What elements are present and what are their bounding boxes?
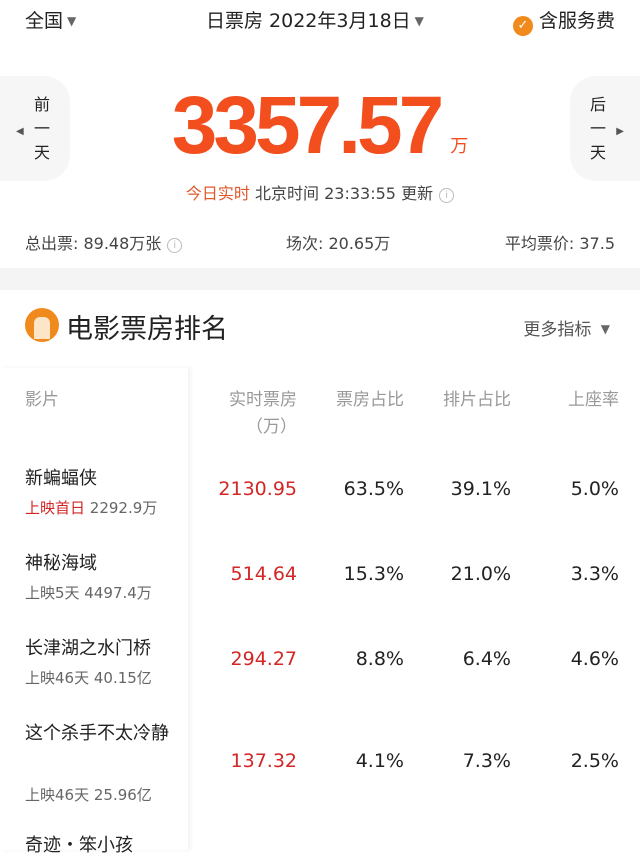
section-title: 电影票房排名 <box>66 314 228 345</box>
occupancy: 4.6% <box>570 648 619 670</box>
film-name[interactable]: 这个杀手不太冷静 <box>25 723 169 744</box>
col-occupancy[interactable]: 上座率 <box>568 390 619 410</box>
region-selector[interactable]: 全国 ▼ <box>25 10 77 32</box>
cinema-icon <box>25 308 59 342</box>
occupancy: 5.0% <box>570 478 619 500</box>
col-realtime[interactable]: 实时票房 （万） <box>229 390 297 437</box>
more-metrics-dropdown[interactable]: 更多指标 ▼ <box>523 320 610 340</box>
film-release-info: 上映5天 4497.4万 <box>25 584 152 602</box>
film-column <box>0 368 188 850</box>
service-fee-toggle[interactable]: ✓ 含服务费 <box>512 6 615 36</box>
avg-price: 平均票价: 37.5 <box>504 234 615 253</box>
check-icon: ✓ <box>512 16 533 36</box>
show-share: 21.0% <box>450 563 511 585</box>
update-status: 今日实时 北京时间 23:33:55 更新 i <box>0 180 640 204</box>
box-office-total: 3357.57 <box>171 80 444 171</box>
film-release-info: 上映46天 40.15亿 <box>25 669 152 687</box>
arrow-left-icon: ◀ <box>16 126 24 137</box>
show-share: 7.3% <box>462 750 511 772</box>
occupancy: 3.3% <box>570 563 619 585</box>
box-office-share: 63.5% <box>343 478 404 500</box>
col-bo-share[interactable]: 票房占比 <box>336 390 404 410</box>
date-selector[interactable]: 日票房 2022年3月18日 ▼ <box>206 10 424 32</box>
prev-day-button[interactable]: ◀ 前一天 <box>0 76 70 181</box>
col-show-share[interactable]: 排片占比 <box>443 390 511 410</box>
box-office-share: 15.3% <box>343 563 404 585</box>
film-release-info: 上映46天 25.96亿 <box>25 786 152 804</box>
info-icon[interactable]: i <box>439 188 455 203</box>
film-name[interactable]: 长津湖之水门桥 <box>25 638 151 659</box>
box-office-display: 3357.57 万 <box>80 80 560 172</box>
arrow-right-icon: ▶ <box>616 126 624 137</box>
total-tickets: 总出票: 89.48万张 i <box>25 230 183 254</box>
film-name[interactable]: 神秘海域 <box>25 553 97 574</box>
box-office-share: 8.8% <box>355 648 404 670</box>
film-name[interactable]: 奇迹・笨小孩 <box>25 835 133 856</box>
show-count: 场次: 20.65万 <box>286 234 391 253</box>
col-film: 影片 <box>25 390 59 410</box>
realtime-box-office: 2130.95 <box>218 478 297 500</box>
caret-down-icon: ▼ <box>67 14 77 28</box>
box-office-share: 4.1% <box>355 750 404 772</box>
occupancy: 2.5% <box>570 750 619 772</box>
info-icon[interactable]: i <box>167 238 183 253</box>
realtime-box-office: 137.32 <box>230 750 297 772</box>
realtime-box-office: 294.27 <box>230 648 297 670</box>
film-name[interactable]: 新蝙蝠侠 <box>25 468 97 489</box>
film-release-info: 上映首日 2292.9万 <box>25 499 158 517</box>
caret-down-icon: ▼ <box>414 14 424 28</box>
box-office-unit: 万 <box>450 136 469 157</box>
realtime-box-office: 514.64 <box>230 563 297 585</box>
next-day-button[interactable]: 后一天 ▶ <box>570 76 640 181</box>
caret-down-icon: ▼ <box>600 322 610 336</box>
divider <box>0 268 640 290</box>
show-share: 39.1% <box>450 478 511 500</box>
show-share: 6.4% <box>462 648 511 670</box>
